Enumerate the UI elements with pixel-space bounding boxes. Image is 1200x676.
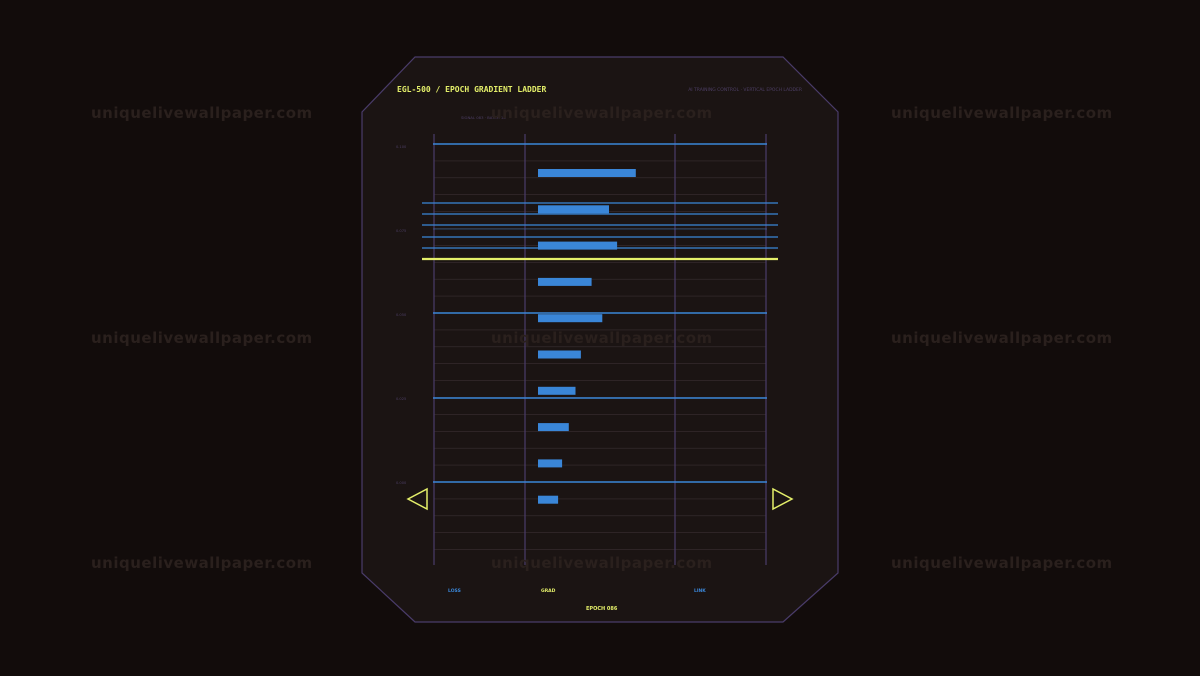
triangle-right-icon: [772, 487, 794, 511]
gradient-bar: [538, 423, 569, 432]
gradient-bar: [538, 495, 559, 504]
column-label-link: LINK: [694, 589, 706, 594]
gradient-bar: [538, 459, 563, 468]
gradient-bar: [538, 241, 618, 250]
signal-meta: SIGNAL 083 · BATCH 16: [461, 115, 506, 120]
gradient-bar: [538, 386, 576, 395]
gradient-bar: [538, 277, 592, 286]
next-epoch-button[interactable]: [771, 487, 795, 515]
y-axis-label: 0.025: [396, 397, 407, 401]
major-gridlines: [422, 143, 778, 483]
prev-epoch-button[interactable]: [406, 487, 430, 515]
gradient-bar: [538, 169, 636, 177]
y-axis-label: 0.100: [396, 145, 407, 149]
column-dividers: [433, 134, 767, 565]
page-title: EGL-500 / EPOCH GRADIENT LADDER: [397, 85, 547, 94]
epoch-indicator: EPOCH 086: [586, 606, 618, 612]
gradient-bars: [538, 169, 636, 504]
gradient-bar: [538, 350, 581, 359]
gradient-bar: [538, 314, 603, 323]
ladder-panel: [361, 56, 839, 623]
column-label-grad: GRAD: [541, 589, 556, 594]
triangle-left-icon: [406, 487, 428, 511]
y-axis-label: 0.050: [396, 313, 407, 317]
y-axis-label: 0.000: [396, 481, 407, 485]
column-label-loss: LOSS: [448, 589, 461, 594]
y-axis-label: 0.075: [396, 229, 407, 233]
gradient-bar: [538, 205, 609, 214]
page-subtitle: AI TRAINING CONTROL · VERTICAL EPOCH LAD…: [688, 88, 802, 93]
